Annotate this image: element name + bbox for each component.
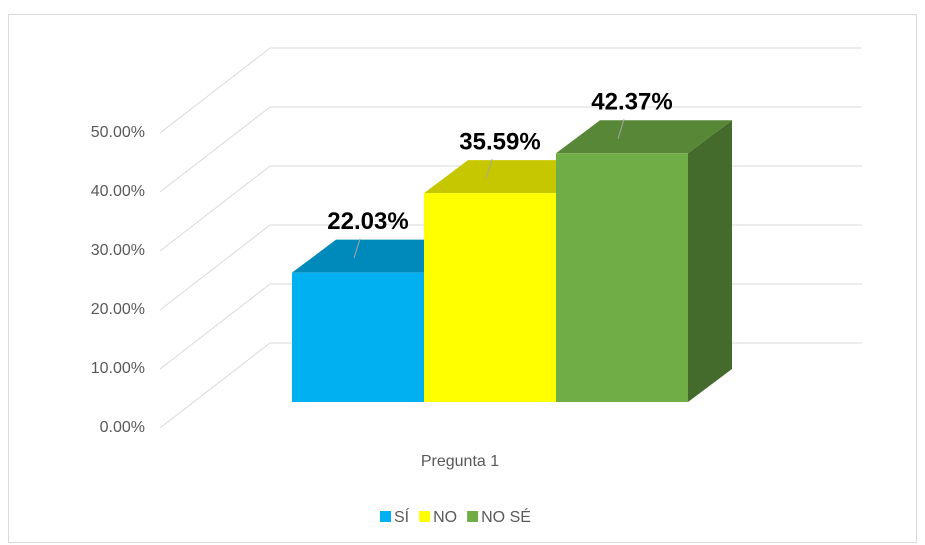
legend-swatch	[467, 511, 479, 522]
grid-diagonal	[159, 106, 271, 193]
y-tick-label: 30.00%	[91, 242, 145, 259]
bar	[424, 193, 556, 402]
grid-diagonal	[159, 224, 271, 311]
x-tick-label: Pregunta 1	[421, 453, 499, 470]
y-tick-label: 50.00%	[91, 124, 145, 141]
grid-diagonal	[159, 342, 271, 429]
legend-label: NO SÉ	[481, 507, 531, 526]
grid-diagonal	[159, 283, 271, 370]
bar	[556, 153, 688, 402]
bar-top	[556, 120, 732, 154]
data-label: 35.59%	[459, 128, 540, 155]
data-label: 22.03%	[327, 208, 408, 235]
y-tick-label: 0.00%	[100, 419, 145, 436]
legend-swatch	[380, 511, 391, 522]
grid-diagonal	[159, 47, 271, 134]
legend-label: NO	[433, 509, 457, 526]
grid-diagonal	[159, 165, 271, 252]
label-leader	[353, 238, 361, 259]
label-leader	[617, 119, 625, 139]
legend-label: SÍ	[394, 507, 410, 526]
data-label: 42.37%	[591, 89, 672, 116]
y-tick-label: 10.00%	[91, 360, 145, 377]
bar	[292, 272, 424, 402]
y-tick-label: 40.00%	[91, 183, 145, 200]
bar-side	[688, 120, 732, 403]
legend-swatch	[419, 511, 431, 522]
label-leader	[485, 158, 493, 179]
y-tick-label: 20.00%	[91, 301, 145, 318]
